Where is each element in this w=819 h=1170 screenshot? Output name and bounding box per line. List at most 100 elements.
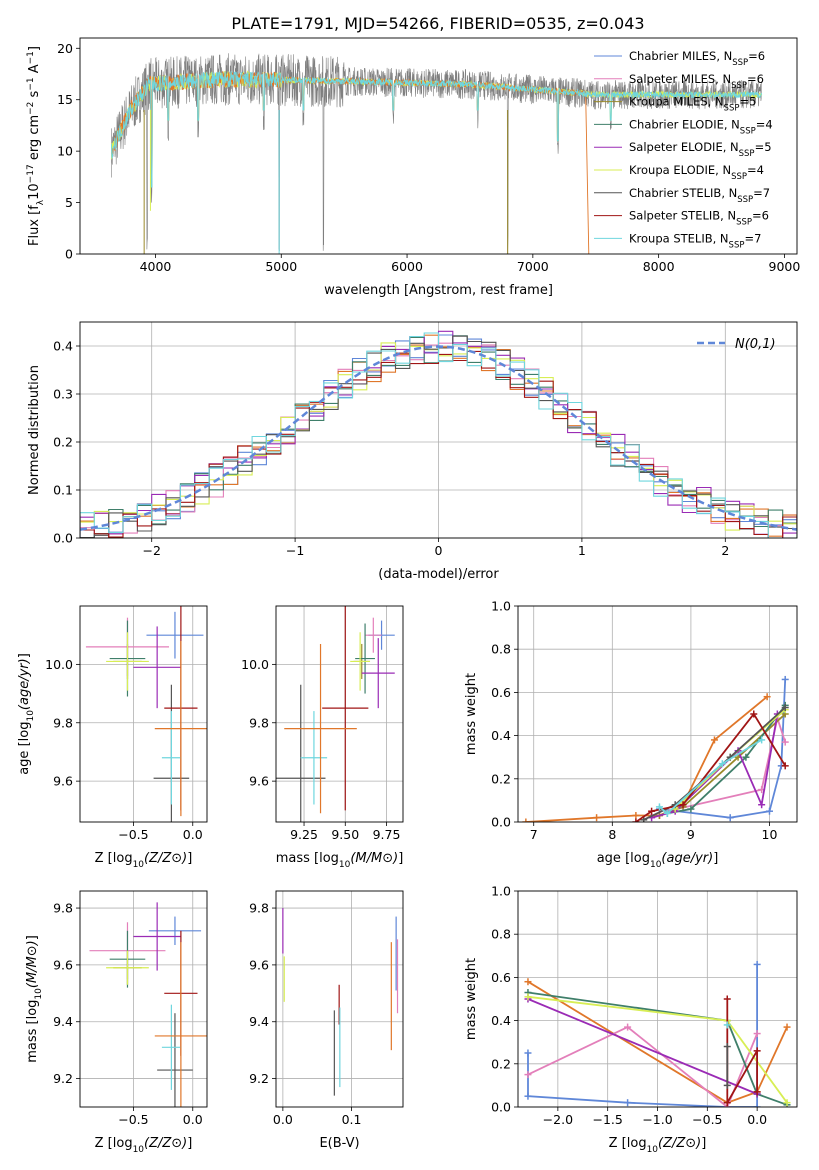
y-tick-label: 9.6	[249, 774, 269, 789]
y-tick-label: 5	[65, 195, 73, 210]
y-tick-label: 0.8	[491, 642, 511, 657]
x-tick-label: 8000	[643, 259, 675, 274]
y-tick-label: 9.8	[249, 901, 269, 916]
age-vs-weight-xlabel: age [log10(age/yr)]	[597, 851, 719, 870]
x-tick-label: −2.0	[543, 1112, 573, 1127]
x-tick-label: 9.50	[331, 827, 359, 842]
z_vs_age-frame	[79, 605, 208, 823]
x-tick-label: 10	[762, 827, 778, 842]
spectrum-frame	[79, 37, 798, 255]
legend-label: Kroupa ELODIE, NSSP=4	[629, 163, 764, 182]
legend-label: Kroupa MILES, NSSP=5	[629, 95, 756, 114]
x-tick-label: 0.0	[747, 1112, 767, 1127]
weight-line	[527, 991, 788, 1106]
y-tick-label: 9.2	[53, 1071, 73, 1086]
x-tick-label: 2	[721, 543, 729, 558]
y-tick-label: 9.6	[53, 774, 73, 789]
weight-line	[527, 998, 758, 1095]
x-tick-label: 9.25	[290, 827, 318, 842]
weight-line	[527, 980, 788, 1104]
ebv_vs_mass-frame	[275, 890, 404, 1108]
z_vs_mass-frame	[79, 890, 208, 1108]
residuals-frame	[79, 321, 798, 539]
y-tick-label: 10.0	[45, 657, 73, 672]
legend-label: Chabrier ELODIE, NSSP=4	[629, 117, 773, 136]
mass_vs_age-points	[276, 606, 395, 822]
age_vs_weight-series	[522, 675, 789, 822]
residuals-axes: −2 −1 0 1 2 0.0 0.1 0.2 0.3 0.4	[53, 322, 797, 558]
weight-line	[667, 704, 786, 815]
histogram-steps	[80, 330, 797, 538]
y-tick-label: 9.8	[53, 901, 73, 916]
x-tick-label: 1	[578, 543, 586, 558]
y-tick-label: 9.8	[249, 715, 269, 730]
spectrum-ylabel: Flux [fλ10−17 erg cm−2 s−1 A−1]	[26, 46, 46, 246]
x-tick-label: −0.5	[118, 827, 148, 842]
mass-vs-age-xlabel: mass [log10(M/M⊙)]	[276, 851, 404, 870]
y-tick-label: 9.6	[53, 957, 73, 972]
z_vs_mass-points	[89, 902, 207, 1107]
histogram-series	[80, 332, 797, 538]
y-tick-label: 20	[57, 41, 73, 56]
y-tick-label: 9.4	[53, 1014, 73, 1029]
gaussian-curve	[80, 345, 797, 531]
x-tick-label: −1.0	[642, 1112, 672, 1127]
y-tick-label: 10.0	[241, 657, 269, 672]
y-tick-label: 0.6	[491, 685, 511, 700]
mass_vs_age-frame	[275, 605, 404, 823]
z-vs-age-ylabel: age [log10(age/yr)]	[17, 653, 36, 775]
x-tick-label: 6000	[391, 259, 423, 274]
y-tick-label: 0.2	[491, 771, 511, 786]
y-tick-label: 0.1	[53, 483, 73, 498]
y-tick-label: 0.2	[53, 435, 73, 450]
x-tick-label: 0	[435, 543, 443, 558]
weight-line	[527, 964, 758, 1107]
y-tick-label: 0.4	[53, 339, 73, 354]
z-vs-weight-xlabel: Z [log10(Z/Z⊙)]	[609, 1136, 707, 1155]
x-tick-label: −1	[286, 543, 304, 558]
x-tick-label: −1.5	[592, 1112, 622, 1127]
y-tick-label: 0.0	[491, 815, 511, 830]
y-tick-label: 0.4	[491, 1013, 511, 1028]
weight-line	[667, 714, 787, 813]
legend-label: Chabrier STELIB, NSSP=7	[629, 186, 770, 205]
spectrum-xlabel: wavelength [Angstrom, rest frame]	[324, 283, 553, 298]
z-vs-mass-xlabel: Z [log10(Z/Z⊙)]	[95, 1136, 193, 1155]
y-tick-label: 0	[65, 247, 73, 262]
spectrum-axes: 4000 5000 6000 7000 8000 9000 0 5 10 15 20	[57, 41, 800, 274]
x-tick-label: 0.0	[183, 827, 203, 842]
y-tick-label: 0.3	[53, 387, 73, 402]
residuals-xlabel: (data-model)/error	[378, 567, 499, 582]
z_vs_mass-axes: −0.5 0.0 9.2 9.4 9.6 9.8	[53, 891, 207, 1127]
y-tick-label: 0.0	[53, 531, 73, 546]
y-tick-label: 0.6	[491, 970, 511, 985]
age_vs_weight-axes: 7 8 9 10 0.0 0.2 0.4 0.6 0.8 1.0	[491, 599, 797, 842]
x-tick-label: 9000	[769, 259, 801, 274]
y-tick-label: 1.0	[491, 884, 511, 899]
legend-label: Chabrier MILES, NSSP=6	[629, 49, 765, 68]
legend-label: Kroupa STELIB, NSSP=7	[629, 231, 761, 250]
x-tick-label: 0.0	[273, 1112, 293, 1127]
z_vs_age-points	[85, 606, 207, 822]
z_vs_weight-series	[524, 960, 791, 1107]
spectrum-lines	[110, 53, 763, 254]
z_vs_weight-ylabel: mass weight	[464, 958, 479, 1040]
y-tick-label: 0.2	[491, 1056, 511, 1071]
weight-line	[635, 712, 786, 822]
y-tick-label: 15	[57, 92, 73, 107]
legend-label: Salpeter MILES, NSSP=6	[629, 72, 764, 91]
age_vs_weight-ylabel: mass weight	[464, 673, 479, 755]
y-tick-label: 9.4	[249, 1014, 269, 1029]
spectrum-model-line	[110, 70, 763, 188]
y-tick-label: 0.0	[491, 1100, 511, 1115]
z_vs_weight-axes: −2.0 −1.5 −1.0 −0.5 0.0 0.0 0.2 0.4 0.6 0.8 1.0	[491, 884, 797, 1127]
x-tick-label: 9.75	[373, 827, 401, 842]
ebv_vs_mass-axes: 0.0 0.1 9.2 9.4 9.6 9.8	[249, 891, 403, 1127]
y-tick-label: 1.0	[491, 599, 511, 614]
weight-line	[527, 1026, 758, 1107]
z_vs_age-axes: −0.5 0.0 9.6 9.8 10.0	[45, 606, 207, 842]
x-tick-label: −0.5	[118, 1112, 148, 1127]
spectrum-legend: Chabrier MILES, NSSP=6 Salpeter MILES, NS…	[594, 49, 773, 250]
weight-line	[659, 679, 787, 819]
